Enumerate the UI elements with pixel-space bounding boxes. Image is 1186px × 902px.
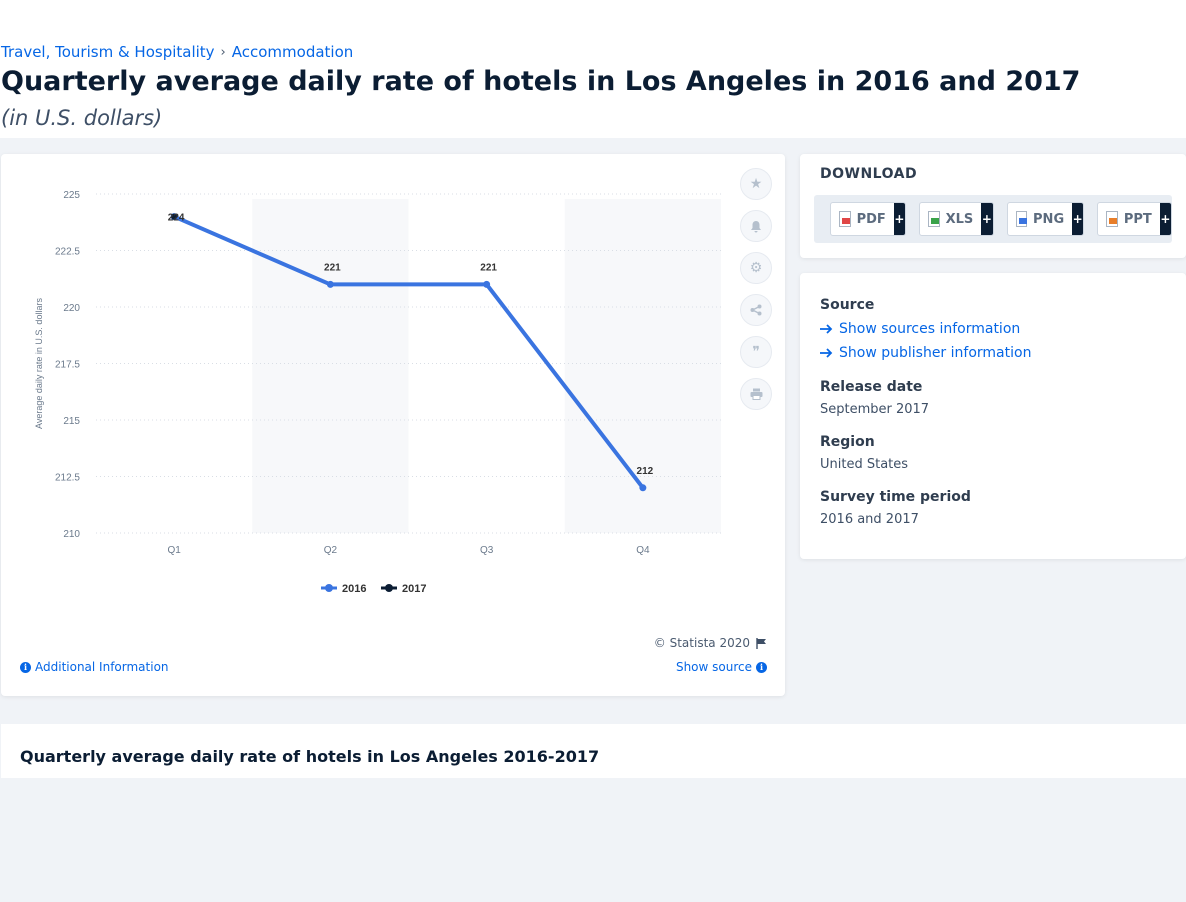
show-source-link[interactable]: Show source i: [676, 660, 767, 674]
data-point-2016: [483, 280, 491, 288]
line-chart: 225 222.5 220 217.5 215 212.5 210 Q1 Q2 Q3 Q4 Avera…: [34, 190, 721, 595]
info-icon: i: [20, 661, 31, 673]
flag-icon[interactable]: [756, 637, 767, 649]
y-tick-label: 215: [63, 416, 80, 427]
release-date-heading: Release date: [820, 379, 923, 395]
plus-icon: +: [1159, 203, 1171, 235]
ppt-file-icon: [1106, 211, 1118, 227]
bell-icon[interactable]: [740, 210, 772, 242]
legend-marker-2016: [325, 584, 333, 592]
additional-information-label: Additional Information: [35, 660, 169, 674]
share-icon[interactable]: [740, 294, 772, 326]
download-buttons: PDF + XLS + PNG + PPT +: [814, 195, 1172, 243]
download-png-button[interactable]: PNG +: [1006, 202, 1085, 236]
survey-period-value: 2016 and 2017: [820, 512, 919, 527]
download-pdf-label: PDF: [856, 211, 886, 227]
x-tick-label: Q3: [480, 545, 494, 556]
region-heading: Region: [820, 434, 875, 450]
plot-band: [564, 199, 721, 533]
data-point-2016: [639, 484, 647, 492]
data-label: 224: [168, 213, 185, 224]
y-tick-label: 210: [63, 529, 80, 540]
download-pdf-button[interactable]: PDF +: [830, 202, 906, 236]
chart-card: 225 222.5 220 217.5 215 212.5 210 Q1 Q2 Q3 Q4 Avera…: [1, 154, 785, 696]
y-tick-label: 217.5: [55, 360, 80, 371]
data-label: 212: [637, 466, 654, 477]
data-label: 221: [324, 262, 341, 273]
region-value: United States: [820, 457, 909, 472]
gear-icon[interactable]: ⚙: [740, 252, 772, 284]
y-tick-label: 222.5: [55, 247, 80, 258]
quote-icon[interactable]: ❞: [740, 336, 772, 368]
arrow-right-icon: [820, 348, 833, 358]
show-publisher-link[interactable]: Show publisher information: [820, 345, 1031, 361]
breadcrumb-link-accommodation[interactable]: Accommodation: [231, 43, 354, 61]
breadcrumb: Travel, Tourism & Hospitality › Accommod…: [1, 43, 353, 61]
download-xls-label: XLS: [945, 211, 974, 227]
plot-band: [252, 199, 409, 533]
download-card: DOWNLOAD PDF + XLS + PNG + PPT +: [800, 154, 1186, 258]
star-icon[interactable]: ★: [740, 168, 772, 200]
data-point-2016: [326, 280, 334, 288]
arrow-right-icon: [820, 324, 833, 334]
release-date-value: September 2017: [820, 402, 930, 417]
copyright-text: © Statista 2020: [653, 636, 750, 650]
x-tick-label: Q4: [636, 545, 650, 556]
show-publisher-label: Show publisher information: [839, 345, 1032, 361]
page-subtitle: (in U.S. dollars): [1, 106, 163, 130]
breadcrumb-separator: ›: [220, 44, 226, 60]
info-icon: i: [756, 661, 767, 673]
x-tick-label: Q2: [324, 545, 338, 556]
legend-label-2016: 2016: [342, 583, 366, 595]
y-tick-label: 212.5: [55, 473, 80, 484]
page-title: Quarterly average daily rate of hotels i…: [1, 66, 1081, 97]
survey-period-heading: Survey time period: [820, 489, 971, 505]
legend-label-2017: 2017: [402, 583, 426, 595]
copyright-notice: © Statista 2020: [654, 636, 767, 650]
source-card: Source Show sources information Show pub…: [800, 273, 1186, 559]
pdf-file-icon: [839, 211, 851, 227]
download-xls-button[interactable]: XLS +: [918, 202, 994, 236]
xls-file-icon: [927, 211, 940, 227]
png-file-icon: [1015, 211, 1028, 227]
data-point-2017: [171, 213, 178, 220]
y-tick-label: 225: [63, 190, 80, 201]
chart-toolbar: ★ ⚙ ❞: [740, 168, 774, 420]
show-source-label: Show source: [675, 660, 752, 674]
x-tick-label: Q1: [167, 545, 181, 556]
show-sources-label: Show sources information: [839, 321, 1021, 337]
table-section: Quarterly average daily rate of hotels i…: [1, 724, 1186, 778]
show-sources-link[interactable]: Show sources information: [820, 321, 1020, 337]
download-png-label: PNG: [1033, 211, 1065, 227]
download-title: DOWNLOAD: [820, 166, 918, 182]
breadcrumb-link-travel[interactable]: Travel, Tourism & Hospitality: [1, 43, 215, 61]
print-icon[interactable]: [740, 378, 772, 410]
plus-icon: +: [1072, 203, 1084, 235]
additional-information-link[interactable]: i Additional Information: [20, 660, 169, 674]
legend-marker-2017: [385, 584, 393, 592]
table-title: Quarterly average daily rate of hotels i…: [20, 747, 600, 766]
plus-icon: +: [893, 203, 905, 235]
series-line-2016: [173, 214, 645, 490]
download-ppt-button[interactable]: PPT +: [1097, 202, 1172, 236]
source-heading: Source: [820, 297, 875, 313]
download-ppt-label: PPT: [1123, 211, 1152, 227]
data-label: 221: [480, 262, 497, 273]
y-axis-label: Average daily rate in U.S. dollars: [34, 298, 44, 429]
plus-icon: +: [981, 203, 993, 235]
y-tick-label: 220: [63, 303, 80, 314]
